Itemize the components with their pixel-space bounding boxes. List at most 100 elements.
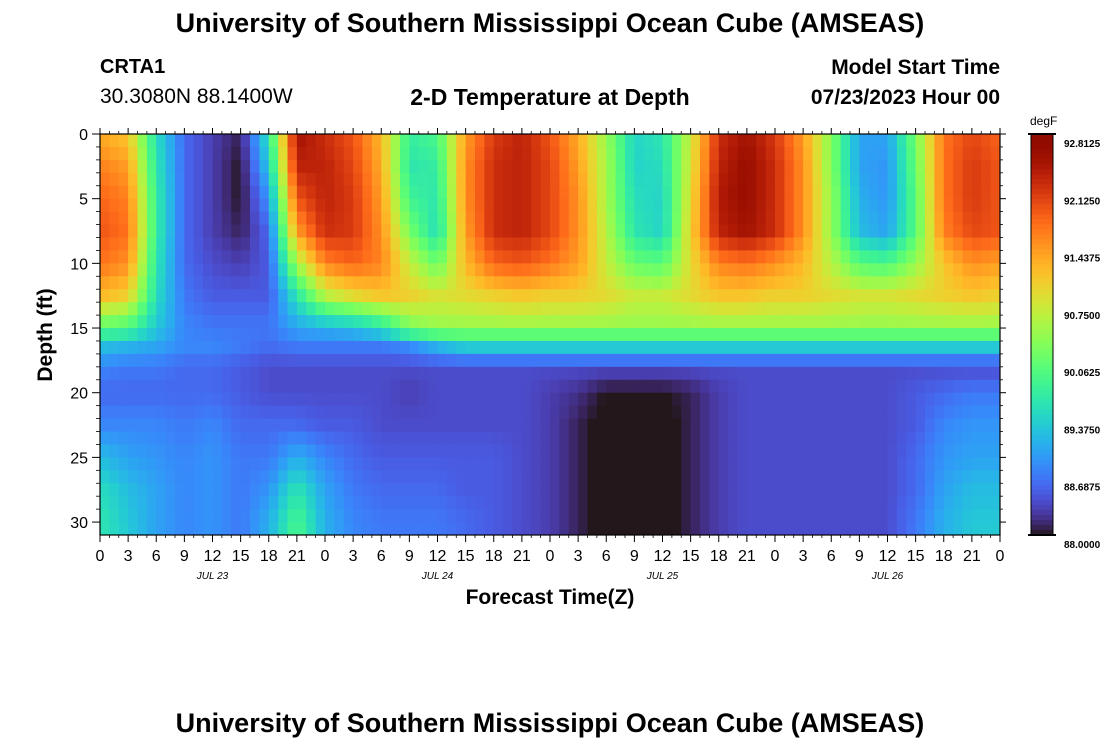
heatmap-cell — [681, 289, 692, 303]
heatmap-cell — [296, 496, 307, 510]
heatmap-cell — [915, 379, 926, 394]
heatmap-cell — [550, 172, 560, 187]
heatmap-cell — [521, 302, 532, 316]
heatmap-cell — [512, 159, 523, 174]
heatmap-cell — [409, 185, 420, 200]
heatmap-cell — [128, 276, 139, 290]
heatmap-cell — [765, 444, 776, 458]
heatmap-cell — [587, 353, 598, 368]
heatmap-cell — [971, 276, 982, 290]
heatmap-cell — [700, 496, 710, 510]
heatmap-cell — [981, 457, 992, 471]
heatmap-cell — [306, 340, 317, 355]
heatmap-cell — [193, 315, 204, 329]
heatmap-cell — [343, 405, 354, 420]
heatmap-cell — [456, 340, 467, 355]
heatmap-cell — [268, 496, 279, 510]
heatmap-cell — [887, 522, 898, 535]
heatmap-cell — [193, 483, 204, 497]
heatmap-cell — [681, 146, 692, 161]
heatmap-cell — [381, 276, 392, 290]
heatmap-cell — [512, 146, 523, 161]
heatmap-cell — [718, 379, 729, 394]
heatmap-cell — [756, 509, 767, 523]
heatmap-cell — [718, 185, 729, 200]
heatmap-cell — [475, 211, 485, 226]
heatmap-cell — [259, 198, 270, 213]
heatmap-cell — [568, 431, 579, 446]
heatmap-cell — [371, 159, 382, 174]
heatmap-cell — [681, 198, 692, 213]
heatmap-cell — [803, 457, 814, 471]
heatmap-cell — [578, 250, 589, 264]
heatmap-cell — [484, 224, 495, 239]
heatmap-cell — [400, 444, 410, 458]
heatmap-cell — [906, 444, 917, 458]
heatmap-cell — [896, 172, 907, 187]
heatmap-cell — [868, 328, 879, 342]
heatmap-cell — [746, 328, 757, 342]
heatmap-cell — [296, 353, 307, 368]
colorbar-swatch — [1031, 499, 1053, 506]
colorbar-swatch — [1031, 454, 1053, 461]
heatmap-cell — [400, 483, 410, 497]
heatmap-cell — [212, 289, 223, 303]
heatmap-cell — [746, 405, 757, 420]
heatmap-cell — [850, 237, 860, 252]
heatmap-cell — [325, 457, 335, 471]
heatmap-cell — [934, 302, 945, 316]
heatmap-cell — [137, 392, 148, 407]
heatmap-cell — [287, 250, 298, 264]
heatmap-cell — [784, 496, 795, 510]
heatmap-cell — [100, 263, 110, 277]
heatmap-cell — [981, 315, 992, 329]
heatmap-cell — [606, 263, 617, 277]
heatmap-cell — [634, 366, 645, 381]
heatmap-cell — [653, 211, 664, 226]
heatmap-cell — [325, 263, 335, 277]
heatmap-cell — [831, 250, 842, 264]
heatmap-cell — [925, 237, 935, 252]
heatmap-cell — [184, 198, 195, 213]
heatmap-cell — [531, 431, 542, 446]
heatmap-cell — [596, 237, 607, 252]
heatmap-cell — [418, 392, 429, 407]
heatmap-cell — [493, 379, 504, 394]
heatmap-cell — [221, 185, 232, 200]
heatmap-cell — [400, 353, 410, 368]
heatmap-cell — [306, 379, 317, 394]
heatmap-cell — [812, 522, 823, 535]
heatmap-cell — [165, 224, 176, 239]
heatmap-cell — [362, 263, 373, 277]
heatmap-cell — [662, 444, 673, 458]
heatmap-cell — [568, 302, 579, 316]
heatmap-cell — [100, 522, 110, 535]
heatmap-cell — [681, 172, 692, 187]
heatmap-cell — [146, 366, 157, 381]
heatmap-cell — [662, 289, 673, 303]
heatmap-cell — [681, 250, 692, 264]
heatmap-cell — [390, 146, 401, 161]
heatmap-cell — [700, 340, 710, 355]
heatmap-cell — [493, 159, 504, 174]
heatmap-cell — [634, 418, 645, 433]
heatmap-cell — [915, 483, 926, 497]
heatmap-cell — [634, 263, 645, 277]
heatmap-cell — [953, 392, 964, 407]
heatmap-cell — [850, 159, 860, 174]
heatmap-cell — [550, 315, 560, 329]
heatmap-cell — [878, 302, 889, 316]
heatmap-cell — [868, 444, 879, 458]
heatmap-cell — [240, 496, 251, 510]
x-tick-label: 18 — [710, 548, 728, 565]
heatmap-cell — [606, 509, 617, 523]
heatmap-cell — [887, 379, 898, 394]
heatmap-cell — [690, 405, 701, 420]
heatmap-cell — [728, 431, 739, 446]
heatmap-cell — [606, 379, 617, 394]
colorbar-tick-label: 91.4375 — [1064, 254, 1100, 265]
heatmap-cell — [428, 302, 439, 316]
heatmap-cell — [775, 289, 785, 303]
heatmap-cell — [100, 302, 110, 316]
heatmap-cell — [906, 431, 917, 446]
